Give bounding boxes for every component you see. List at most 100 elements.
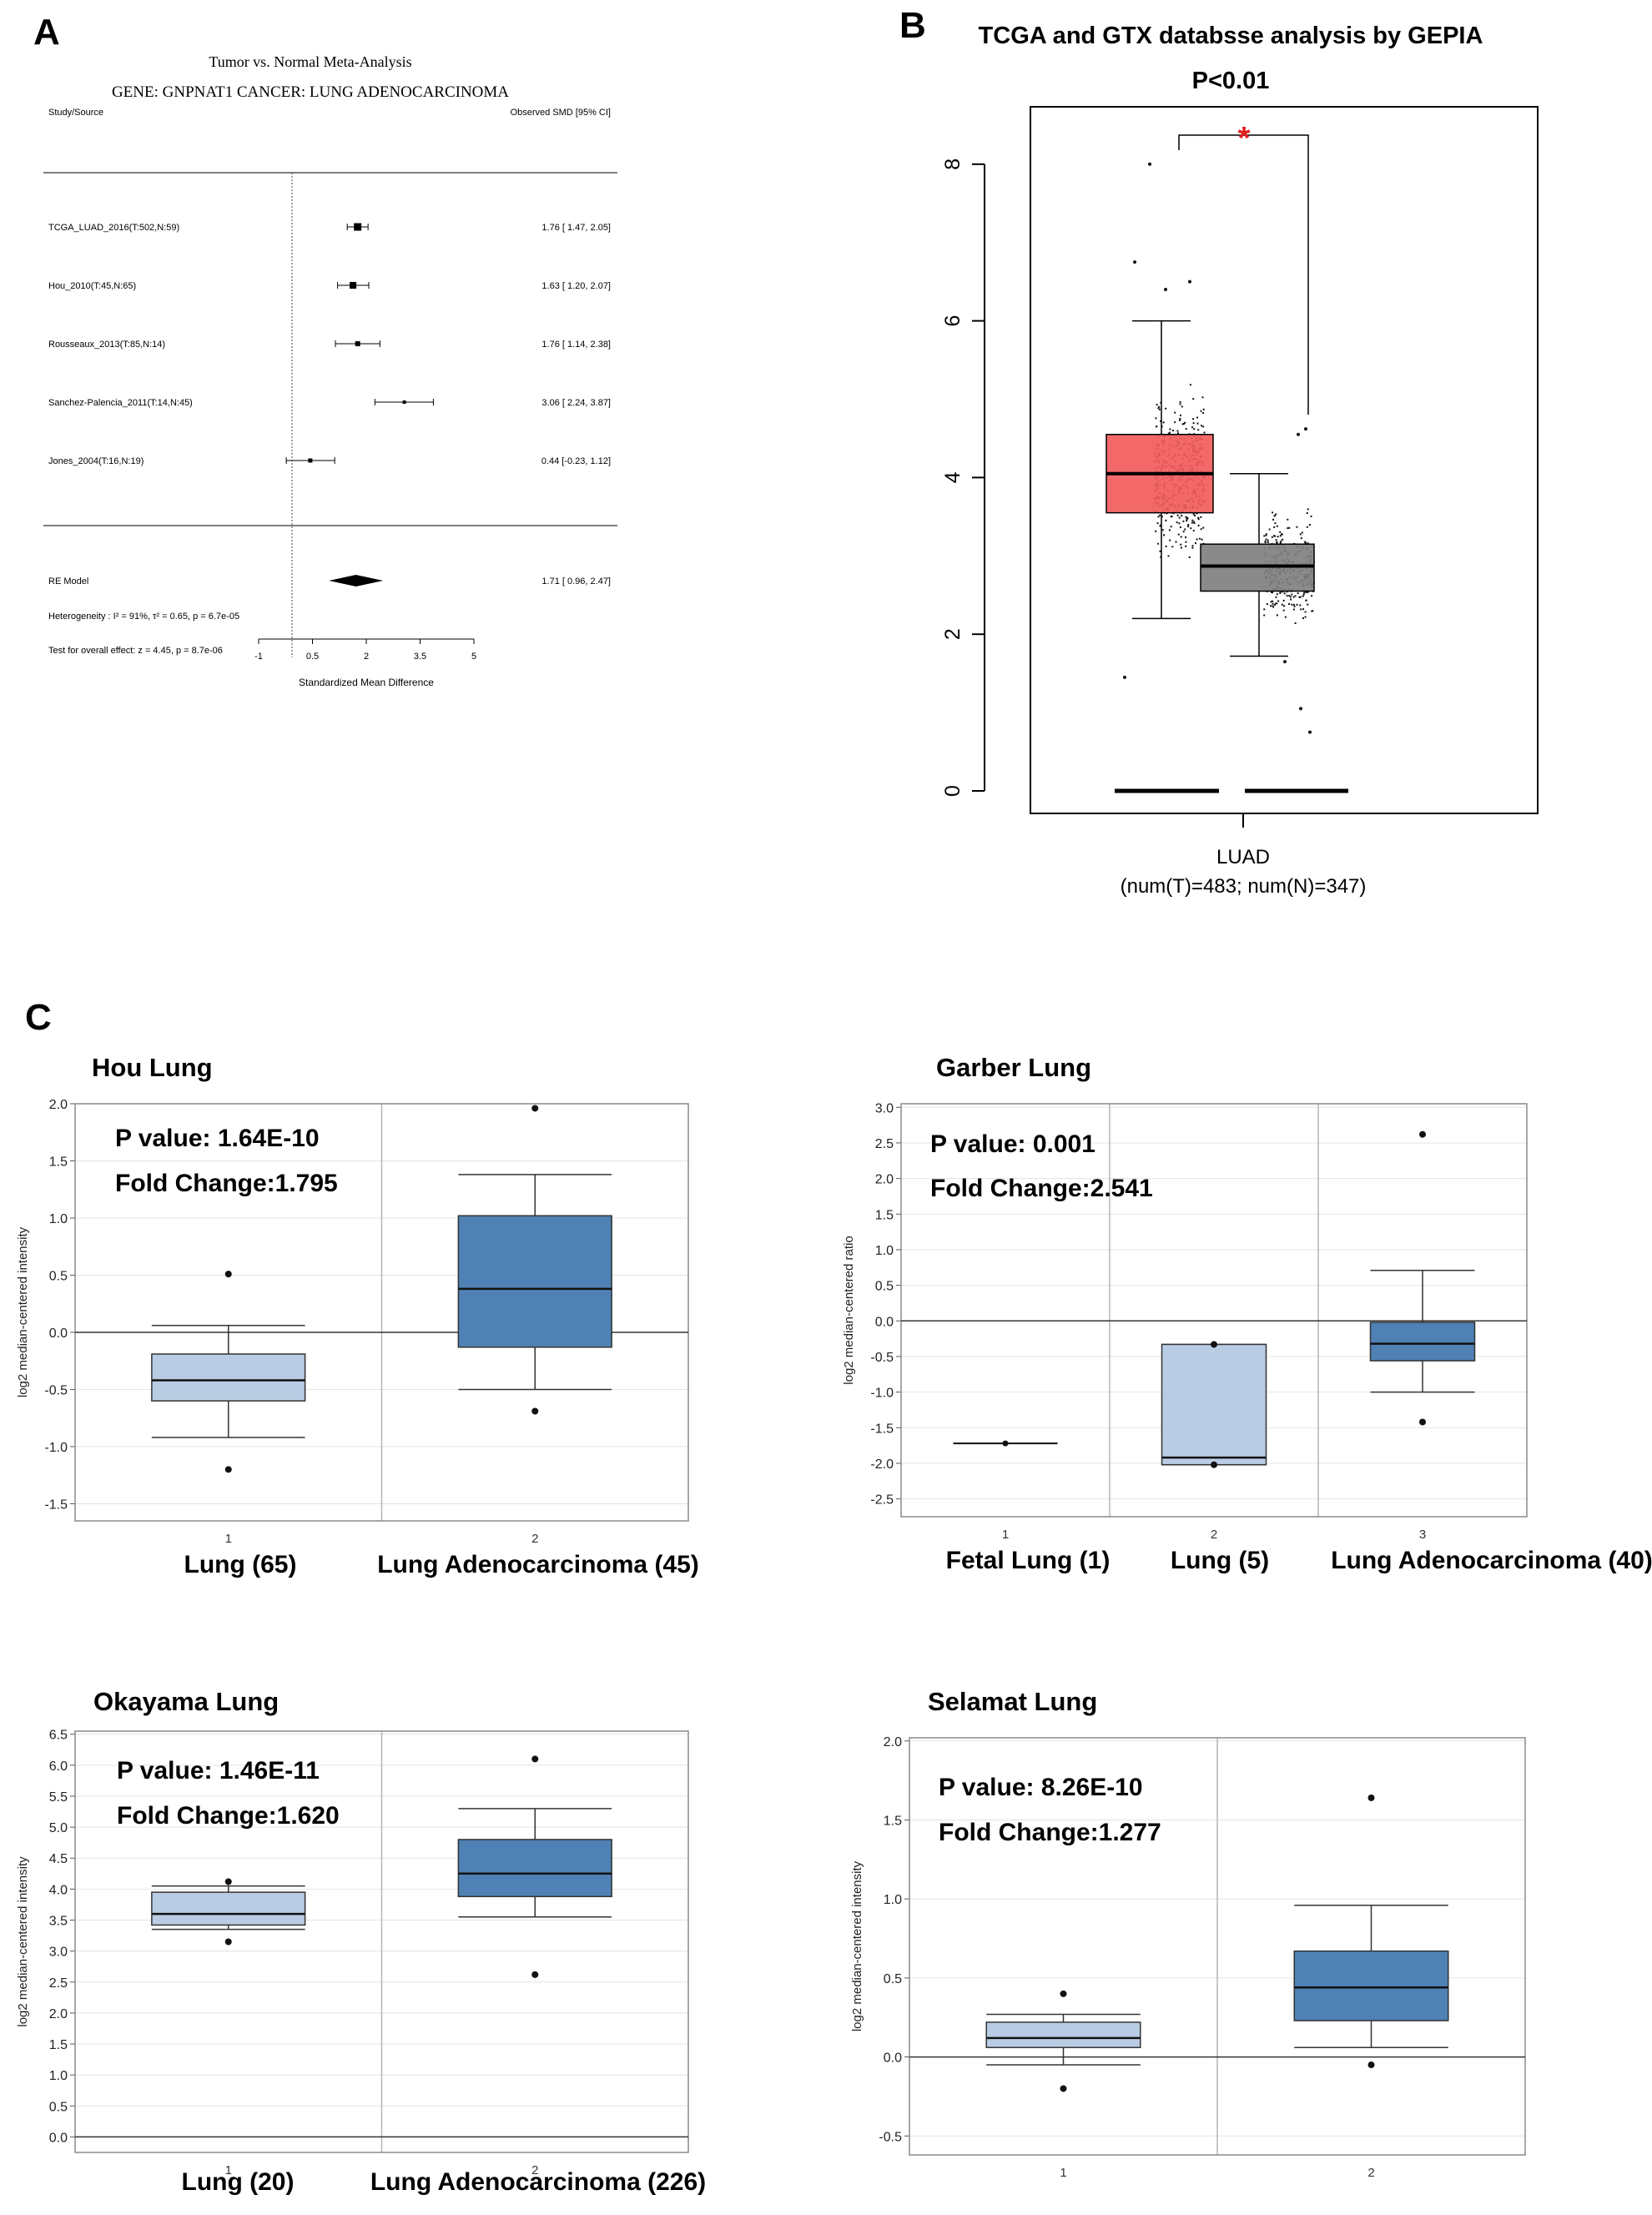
forest-x-tick-label: -1 [254,652,263,662]
oncomine-group-label: Fetal Lung (1) [946,1547,1111,1574]
oncomine-group-label: Lung (5) [1171,1547,1269,1574]
oncomine-y-tick-label: 2.0 [875,1173,894,1187]
oncomine-box [457,1215,612,1348]
hou-chart-title: Hou Lung [92,1053,213,1082]
forest-study-smd: 0.44 [-0.23, 1.12] [541,456,611,466]
forest-point-estimate [308,458,313,463]
forest-summary-label: RE Model [48,576,88,586]
gepia-y-tick-label: 0 [941,785,965,797]
selamat-chart-title: Selamat Lung [928,1687,1098,1716]
selamat-pvalue: P value: 8.26E-10 [939,1774,1143,1801]
oncomine-x-tick-label: 2 [531,2163,538,2177]
gepia-y-tick-label: 2 [941,628,965,640]
forest-column-smd: Observed SMD [95% CI] [511,108,611,118]
forest-point-estimate [355,341,360,346]
oncomine-group-label: Lung Adenocarcinoma (226) [370,2168,706,2196]
oncomine-y-tick-label: 6.5 [49,1729,68,1743]
oncomine-outlier-point [531,1105,539,1112]
oncomine-outlier-point [531,1971,539,1978]
gepia-plot-frame [1030,106,1539,814]
oncomine-y-tick-label: 0.5 [49,2100,68,2114]
oncomine-y-tick-label: 2.0 [884,1735,902,1749]
oncomine-outlier-point [224,1466,232,1473]
oncomine-x-tick-label: 2 [1211,1528,1217,1542]
oncomine-y-tick-label: 5.5 [49,1790,68,1805]
forest-overall-effect: Test for overall effect: z = 4.45, p = 8… [48,646,223,656]
oncomine-outlier-point [224,1271,232,1278]
forest-x-tick-label: 2 [364,652,369,662]
forest-column-study: Study/Source [48,108,103,118]
forest-plot: Tumor vs. Normal Meta-Analysis GENE: GNP… [43,53,617,688]
oncomine-y-tick-label: 1.5 [875,1208,894,1222]
oncomine-outlier-point [1211,1461,1217,1468]
oncomine-x-tick-label: 2 [1367,2166,1374,2180]
gepia-outlier-point [1283,660,1287,664]
forest-study-label: Rousseaux_2013(T:85,N:14) [48,340,165,350]
oncomine-box [1161,1343,1267,1466]
oncomine-y-axis-label: log2 median-centered intensity [16,1856,30,2027]
oncomine-x-tick-label: 1 [1002,1528,1009,1542]
oncomine-box [985,2021,1141,2048]
gepia-outlier-point [1133,260,1136,264]
gepia-outlier-point [1188,279,1191,284]
oncomine-outlier-point [224,1878,232,1885]
okayama-chart-title: Okayama Lung [93,1687,280,1716]
forest-subtitle: GENE: GNPNAT1 CANCER: LUNG ADENOCARCINOM… [112,83,509,101]
gepia-outlier-point [1304,427,1307,431]
forest-point-estimate [354,223,362,231]
oncomine-outlier-point [1367,2061,1375,2069]
forest-study-smd: 1.76 [ 1.14, 2.38] [541,340,611,350]
oncomine-y-tick-label: 1.0 [884,1893,902,1907]
oncomine-outlier-point [1367,1794,1375,1801]
oncomine-y-tick-label: 0.0 [875,1315,894,1329]
hou-fold-change: Fold Change:1.795 [115,1170,338,1197]
oncomine-outlier-point [1060,1990,1067,1997]
oncomine-plot-frame [74,1103,689,1522]
oncomine-box [151,1891,306,1926]
gepia-significance-star: * [1238,121,1251,156]
forest-study-label: TCGA_LUAD_2016(T:502,N:59) [48,223,179,233]
oncomine-y-tick-label: 1.0 [49,1212,68,1226]
oncomine-y-axis-label: log2 median-centered ratio [842,1236,856,1384]
forest-title: Tumor vs. Normal Meta-Analysis [209,53,411,70]
oncomine-y-tick-label: -1.0 [44,1441,68,1455]
forest-point-estimate [350,282,357,289]
oncomine-plot-frame [900,1103,1528,1518]
gepia-y-tick-label: 6 [941,315,965,327]
forest-study-label: Jones_2004(T:16,N:19) [48,456,144,466]
oncomine-group-label: Lung (65) [184,1551,297,1578]
gepia-outlier-point [1164,288,1167,292]
garber-fold-change: Fold Change:2.541 [930,1175,1153,1202]
forest-x-tick-label: 3.5 [414,652,426,662]
oncomine-x-tick-label: 1 [1060,2166,1066,2180]
forest-study-label: Hou_2010(T:45,N:65) [48,281,136,291]
oncomine-y-tick-label: 0.5 [875,1280,894,1294]
oncomine-outlier-point [1211,1341,1217,1348]
oncomine-box [1369,1321,1476,1362]
oncomine-y-tick-label: -0.5 [44,1383,68,1397]
oncomine-y-axis-label: log2 median-centered intensity [16,1226,30,1397]
oncomine-y-tick-label: 2.0 [49,1098,68,1112]
panel-label-c: C [25,997,52,1038]
forest-summary-text: 1.71 [ 0.96, 2.47] [541,576,611,586]
oncomine-y-tick-label: 1.5 [49,1155,68,1169]
oncomine-y-tick-label: -1.0 [870,1387,894,1401]
gepia-outlier-point [1297,432,1300,436]
gepia-outlier-point [1148,162,1151,166]
panel-label-a: A [33,12,60,53]
garber-pvalue: P value: 0.001 [930,1130,1095,1158]
oncomine-y-tick-label: 3.0 [49,1946,68,1960]
gepia-x-category: LUAD [1216,846,1270,868]
oncomine-x-tick-label: 2 [531,1532,538,1546]
oncomine-outlier-point [1419,1418,1426,1426]
forest-study-smd: 1.63 [ 1.20, 2.07] [541,281,611,291]
forest-point-estimate [402,400,406,404]
oncomine-y-tick-label: -1.5 [870,1422,894,1436]
gepia-jitter-points [1154,384,1206,569]
oncomine-plot-frame [74,1730,689,2153]
oncomine-y-tick-label: 6.0 [49,1759,68,1774]
oncomine-y-tick-label: 5.0 [49,1821,68,1835]
